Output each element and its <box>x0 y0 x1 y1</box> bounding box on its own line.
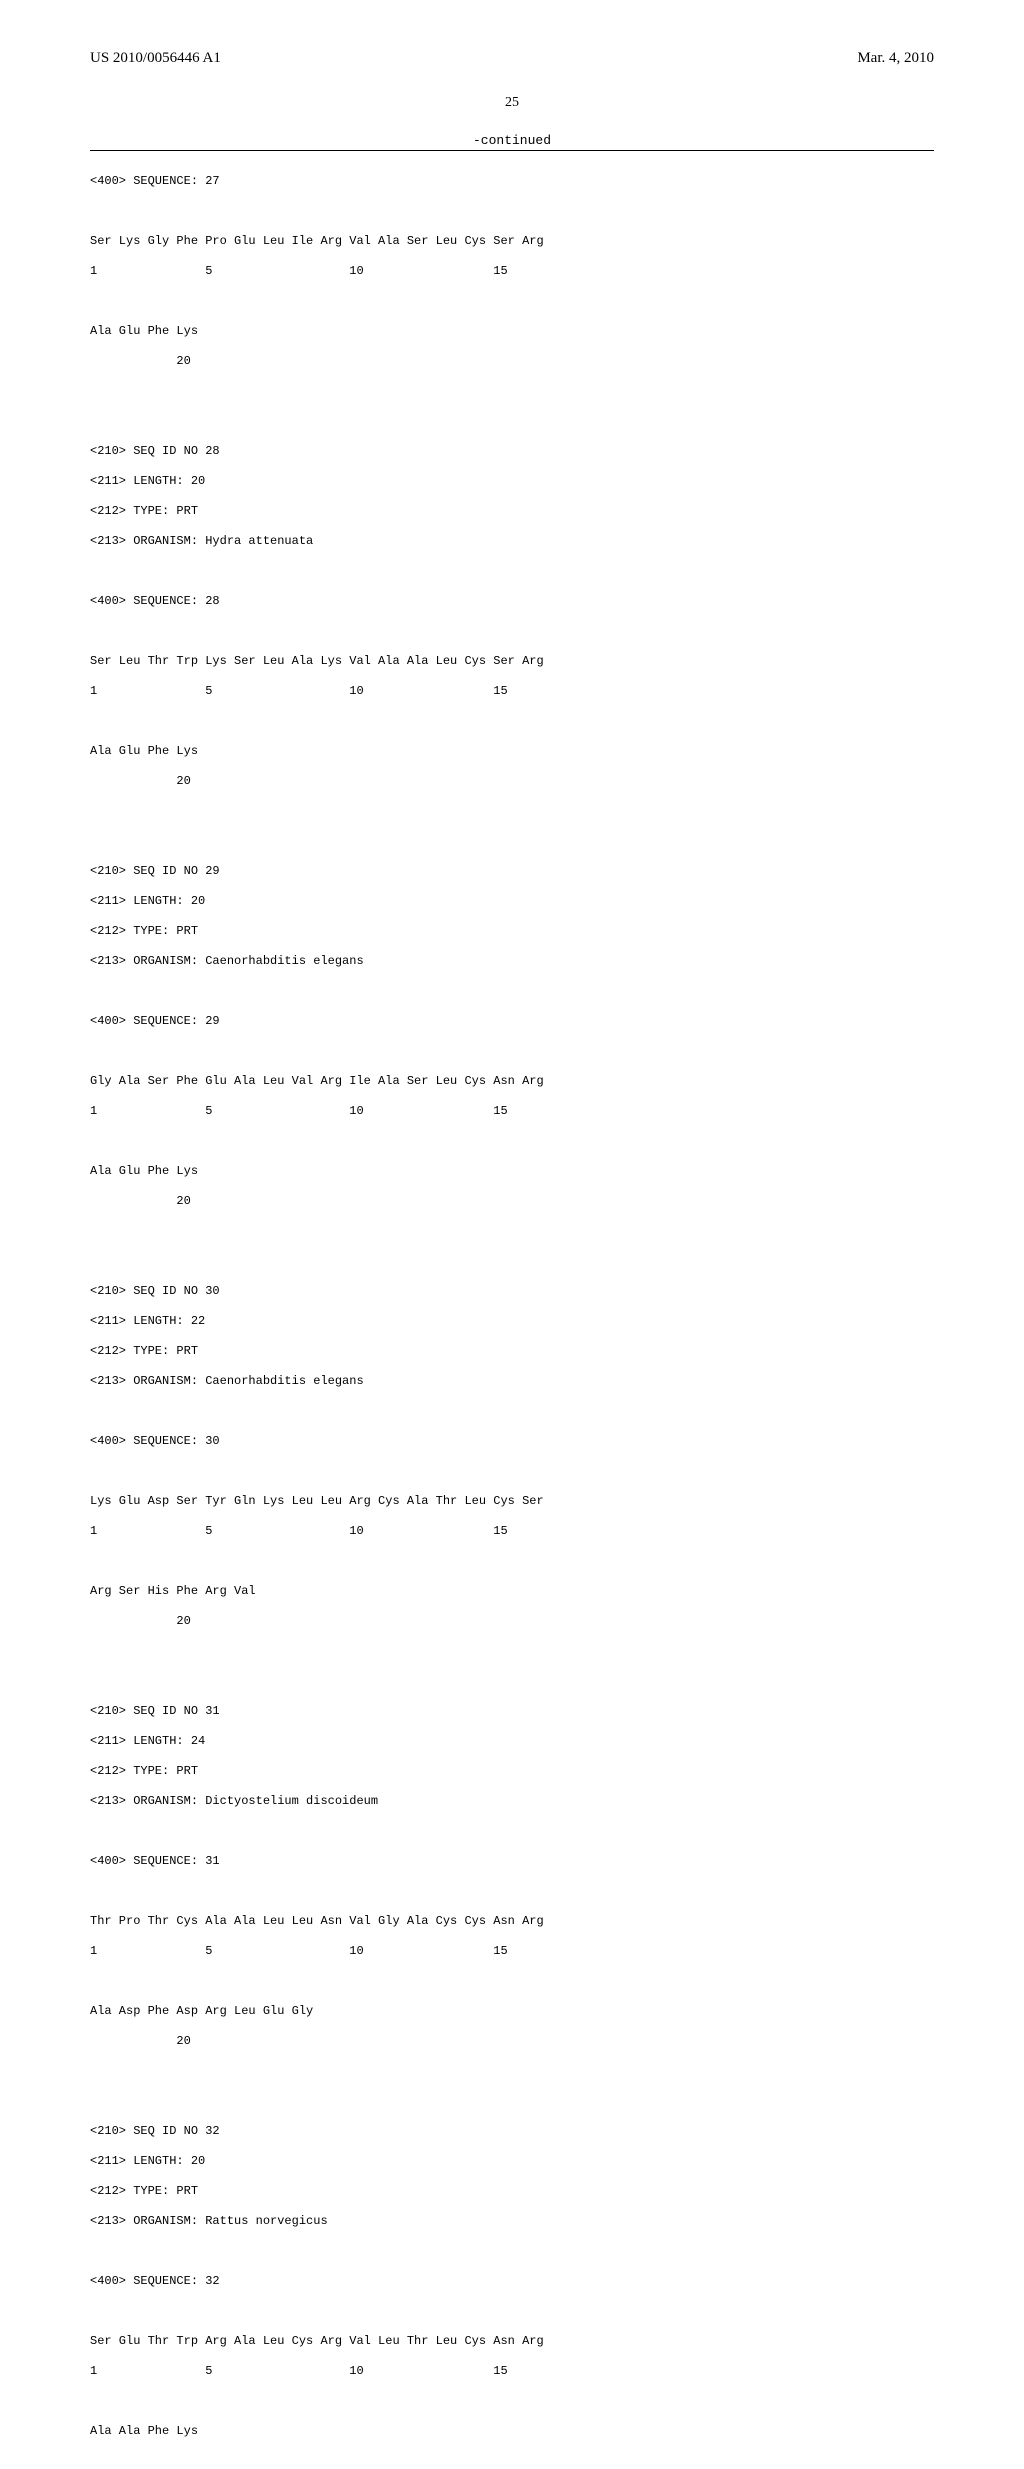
seq-residue-line: Ser Leu Thr Trp Lys Ser Leu Ala Lys Val … <box>90 654 934 669</box>
blank-line <box>90 1044 934 1059</box>
blank-line <box>90 414 934 429</box>
seq-position-line: 1 5 10 15 <box>90 1524 934 1539</box>
blank-line <box>90 1674 934 1689</box>
seq-400-line: <400> SEQUENCE: 29 <box>90 1014 934 1029</box>
page-number: 25 <box>90 95 934 111</box>
blank-line <box>90 984 934 999</box>
seq-residue-line: Ala Glu Phe Lys <box>90 744 934 759</box>
seq-residue-line: Gly Ala Ser Phe Glu Ala Leu Val Arg Ile … <box>90 1074 934 1089</box>
seq-400-line: <400> SEQUENCE: 32 <box>90 2274 934 2289</box>
seq-header-line: <213> ORGANISM: Hydra attenuata <box>90 534 934 549</box>
blank-line <box>90 2394 934 2409</box>
seq-residue-line: Ala Ala Phe Lys <box>90 2424 934 2439</box>
blank-line <box>90 294 934 309</box>
seq-position-line: 20 <box>90 1194 934 1209</box>
seq-residue-line: Ser Glu Thr Trp Arg Ala Leu Cys Arg Val … <box>90 2334 934 2349</box>
seq-header-line: <211> LENGTH: 20 <box>90 894 934 909</box>
publication-date: Mar. 4, 2010 <box>857 50 934 67</box>
seq-residue-line: Lys Glu Asp Ser Tyr Gln Lys Leu Leu Arg … <box>90 1494 934 1509</box>
seq-position-line: 20 <box>90 354 934 369</box>
blank-line <box>90 2304 934 2319</box>
seq-400-line: <400> SEQUENCE: 28 <box>90 594 934 609</box>
seq-position-line: 1 5 10 15 <box>90 1944 934 1959</box>
blank-line <box>90 1644 934 1659</box>
blank-line <box>90 2094 934 2109</box>
seq-header-line: <213> ORGANISM: Rattus norvegicus <box>90 2214 934 2229</box>
blank-line <box>90 714 934 729</box>
blank-line <box>90 1884 934 1899</box>
blank-line <box>90 1974 934 1989</box>
seq-header-line: <212> TYPE: PRT <box>90 1764 934 1779</box>
blank-line <box>90 1134 934 1149</box>
horizontal-rule <box>90 150 934 151</box>
seq-residue-line: Thr Pro Thr Cys Ala Ala Leu Leu Asn Val … <box>90 1914 934 1929</box>
seq-position-line: 1 5 10 15 <box>90 264 934 279</box>
blank-line <box>90 1224 934 1239</box>
seq-position-line: 1 5 10 15 <box>90 684 934 699</box>
blank-line <box>90 204 934 219</box>
seq-residue-line: Arg Ser His Phe Arg Val <box>90 1584 934 1599</box>
seq-header-line: <210> SEQ ID NO 32 <box>90 2124 934 2139</box>
blank-line <box>90 2064 934 2079</box>
page-header: US 2010/0056446 A1 Mar. 4, 2010 <box>90 50 934 67</box>
seq-400-line: <400> SEQUENCE: 31 <box>90 1854 934 1869</box>
seq-position-line: 20 <box>90 774 934 789</box>
seq-header-line: <210> SEQ ID NO 29 <box>90 864 934 879</box>
seq-header-line: <213> ORGANISM: Caenorhabditis elegans <box>90 1374 934 1389</box>
seq-position-line: 20 <box>90 2034 934 2049</box>
blank-line <box>90 804 934 819</box>
continued-label: -continued <box>90 133 934 148</box>
seq-header-line: <213> ORGANISM: Dictyostelium discoideum <box>90 1794 934 1809</box>
seq-position-line: 1 5 10 15 <box>90 1104 934 1119</box>
seq-header-line: <210> SEQ ID NO 31 <box>90 1704 934 1719</box>
seq-header-line: <212> TYPE: PRT <box>90 504 934 519</box>
blank-line <box>90 1554 934 1569</box>
seq-header-line: <210> SEQ ID NO 30 <box>90 1284 934 1299</box>
sequence-listing: <400> SEQUENCE: 27 Ser Lys Gly Phe Pro G… <box>90 159 934 2469</box>
seq-residue-line: Ala Asp Phe Asp Arg Leu Glu Gly <box>90 2004 934 2019</box>
blank-line <box>90 384 934 399</box>
publication-id: US 2010/0056446 A1 <box>90 50 221 67</box>
seq-position-line: 1 5 10 15 <box>90 2364 934 2379</box>
seq-header-line: <212> TYPE: PRT <box>90 1344 934 1359</box>
blank-line <box>90 2244 934 2259</box>
seq-residue-line: Ser Lys Gly Phe Pro Glu Leu Ile Arg Val … <box>90 234 934 249</box>
blank-line <box>90 564 934 579</box>
seq-position-line: 20 <box>90 1614 934 1629</box>
blank-line <box>90 1254 934 1269</box>
seq-header-line: <213> ORGANISM: Caenorhabditis elegans <box>90 954 934 969</box>
seq-header-line: <211> LENGTH: 20 <box>90 2154 934 2169</box>
seq-header-line: <212> TYPE: PRT <box>90 924 934 939</box>
seq-400-line: <400> SEQUENCE: 30 <box>90 1434 934 1449</box>
blank-line <box>90 834 934 849</box>
blank-line <box>90 1824 934 1839</box>
seq-header-line: <210> SEQ ID NO 28 <box>90 444 934 459</box>
seq-residue-line: Ala Glu Phe Lys <box>90 1164 934 1179</box>
seq-header-line: <212> TYPE: PRT <box>90 2184 934 2199</box>
page-container: US 2010/0056446 A1 Mar. 4, 2010 25 -cont… <box>0 0 1024 1320</box>
seq-header-line: <211> LENGTH: 22 <box>90 1314 934 1329</box>
blank-line <box>90 1404 934 1419</box>
seq-header-line: <400> SEQUENCE: 27 <box>90 174 934 189</box>
blank-line <box>90 1464 934 1479</box>
seq-header-line: <211> LENGTH: 20 <box>90 474 934 489</box>
blank-line <box>90 624 934 639</box>
seq-residue-line: Ala Glu Phe Lys <box>90 324 934 339</box>
seq-header-line: <211> LENGTH: 24 <box>90 1734 934 1749</box>
